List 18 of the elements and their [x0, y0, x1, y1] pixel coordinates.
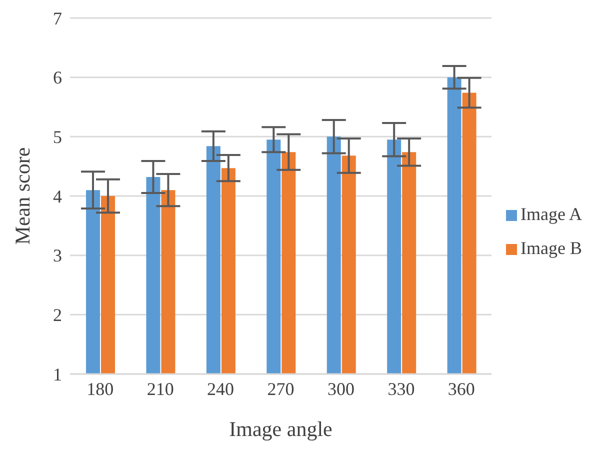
- x-tick-label: 240: [207, 378, 234, 399]
- x-tick-label: 330: [388, 378, 415, 399]
- y-tick-label: 5: [53, 127, 62, 148]
- y-tick-label: 3: [53, 246, 62, 266]
- y-tick-label: 7: [53, 8, 62, 28]
- x-axis-title: Image angle: [229, 417, 332, 441]
- y-tick-label: 4: [53, 186, 62, 206]
- x-tick-label: 270: [267, 378, 294, 399]
- y-tick-label: 6: [53, 68, 62, 88]
- y-tick-label: 1: [53, 364, 62, 384]
- y-axis-title: Mean score: [10, 147, 34, 245]
- x-tick-label: 180: [86, 378, 114, 399]
- legend-label: Image B: [520, 238, 582, 258]
- x-tick-label: 360: [448, 378, 475, 399]
- x-tick-label: 210: [146, 378, 174, 399]
- y-tick-label: 2: [53, 305, 62, 326]
- legend-label: Image A: [520, 204, 582, 224]
- x-tick-label: 300: [327, 378, 354, 399]
